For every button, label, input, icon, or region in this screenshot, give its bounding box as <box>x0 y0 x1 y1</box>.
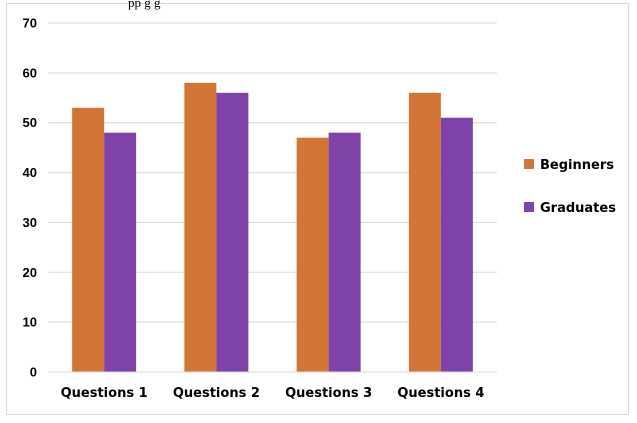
bar-graduates-3 <box>328 132 361 372</box>
y-tick-label: 10 <box>23 315 37 330</box>
bar-beginners-4 <box>408 92 441 373</box>
x-tick-label: Questions 4 <box>397 386 484 401</box>
y-tick-label: 20 <box>23 265 37 280</box>
x-tick-label: Questions 2 <box>173 386 260 401</box>
y-tick-label: 30 <box>23 215 37 230</box>
bar-beginners-2 <box>184 82 217 372</box>
y-tick-label: 70 <box>23 16 37 31</box>
y-tick-label: 50 <box>23 115 37 130</box>
legend-swatch-graduates <box>524 202 534 212</box>
y-tick-label: 60 <box>23 65 37 80</box>
bars <box>72 82 473 373</box>
bar-graduates-1 <box>104 132 137 372</box>
legend-swatch-beginners <box>524 159 534 169</box>
legend-label-graduates: Graduates <box>540 201 616 216</box>
x-tick-label: Questions 3 <box>285 386 372 401</box>
legend: Beginners Graduates <box>524 158 616 216</box>
bar-graduates-2 <box>216 92 249 373</box>
bar-graduates-4 <box>440 117 473 372</box>
y-tick-label: 0 <box>30 365 37 380</box>
bar-beginners-1 <box>72 107 105 372</box>
top-text-fragment: pp g g <box>128 0 161 10</box>
bar-beginners-3 <box>296 137 329 372</box>
x-tick-label: Questions 1 <box>61 386 148 401</box>
x-axis: Questions 1 Questions 2 Questions 3 Questio… <box>48 371 497 401</box>
y-tick-label: 40 <box>23 165 37 180</box>
y-axis-ticks: 0 10 20 30 40 50 60 70 <box>23 16 37 380</box>
legend-label-beginners: Beginners <box>540 158 614 173</box>
